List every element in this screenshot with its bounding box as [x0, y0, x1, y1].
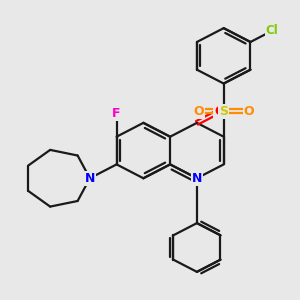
Text: F: F: [112, 107, 121, 120]
Text: O: O: [244, 105, 254, 118]
Text: O: O: [193, 105, 204, 118]
Text: N: N: [192, 172, 202, 185]
Text: O: O: [214, 105, 225, 118]
Text: Cl: Cl: [266, 24, 278, 38]
Text: N: N: [85, 172, 95, 185]
Text: S: S: [219, 105, 228, 118]
